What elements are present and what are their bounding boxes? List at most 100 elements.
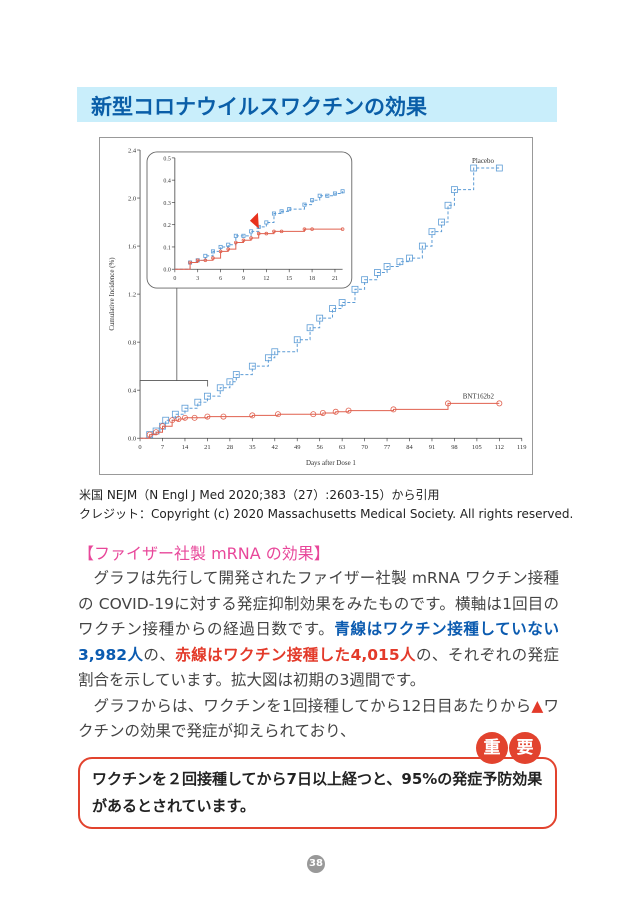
bnt162b2-marker: [345, 407, 352, 414]
placebo-marker: [271, 348, 279, 356]
bnt162b2-marker: [146, 431, 153, 438]
placebo-marker: [383, 263, 391, 270]
bnt162b2-marker: [310, 411, 317, 418]
text: の、それぞれの発症割合を示しています。拡大図は初期の3週間です。: [78, 645, 559, 690]
inset-placebo-marker: [249, 229, 254, 234]
inset-x-tick-label: 9: [242, 276, 245, 282]
text: の、: [143, 645, 176, 664]
y-tick-label: 0.0: [128, 436, 136, 443]
text: グラフは先行して開発されたファイザー社製 mRNA ワクチン接種の COVID-…: [78, 569, 559, 638]
placebo-marker: [444, 201, 452, 209]
legend-bnt162b2: BNT162b2: [463, 392, 495, 400]
bnt162b2-marker: [191, 414, 198, 421]
placebo-marker: [329, 305, 336, 312]
triangle-icon: ▲: [531, 696, 544, 715]
inset-bnt162b2-marker: [340, 227, 345, 231]
inset-placebo-marker: [310, 198, 315, 203]
red-line-text: 赤線はワクチン接種した4,015人: [175, 645, 416, 664]
inset-x-tick-label: 21: [332, 276, 338, 282]
inset-x-tick-label: 12: [263, 276, 269, 282]
inset-placebo-marker: [340, 189, 345, 194]
x-tick-label: 0: [138, 444, 141, 451]
zoom-bracket: [139, 288, 209, 387]
incidence-chart: 0 7 14 21 28 35 42 49 56 63 70 77 84 91 98 105 112 1190.0…: [99, 137, 533, 475]
placebo-marker: [248, 362, 256, 370]
placebo-marker: [338, 299, 346, 306]
inset-bnt162b2-marker: [226, 247, 231, 251]
inset-bnt162b2-line: [174, 228, 343, 270]
inset-x-tick-label: 18: [309, 276, 315, 282]
paragraph-2: グラフからは、ワクチンを1回接種してから12日目あたりから▲ワクチンの効果で発症…: [78, 694, 559, 745]
inset-placebo-marker: [302, 202, 307, 207]
inset-bnt162b2-marker: [264, 231, 269, 236]
placebo-marker: [204, 392, 211, 400]
y-tick-label: 1.2: [128, 292, 136, 299]
inset-x-tick-label: 3: [196, 276, 199, 282]
inset-x-tick-label: 0: [173, 276, 176, 282]
placebo-marker: [470, 164, 478, 172]
bnt162b2-marker: [332, 408, 339, 415]
bnt162b2-marker: [181, 414, 188, 421]
inset-y-tick-label: 0.3: [163, 201, 170, 207]
inset-y-tick-label: 0.2: [163, 223, 170, 229]
page-number: 38: [307, 855, 325, 873]
inset-bnt162b2-marker: [188, 260, 192, 265]
inset-y-tick-label: 0.1: [163, 245, 170, 251]
paragraph-1: グラフは先行して開発されたファイザー社製 mRNA ワクチン接種の COVID-…: [78, 566, 559, 694]
bnt162b2-marker: [220, 413, 227, 420]
y-tick-label: 2.0: [128, 196, 136, 203]
inset-placebo-marker: [226, 242, 231, 247]
inset-bnt162b2-marker: [234, 240, 238, 245]
x-tick-label: 70: [361, 444, 367, 451]
placebo-marker: [374, 269, 381, 276]
inset-placebo-marker: [233, 233, 238, 238]
placebo-marker: [396, 258, 404, 266]
y-tick-label: 0.4: [128, 388, 137, 395]
inset-frame: [146, 151, 353, 289]
inset-placebo-marker: [317, 193, 322, 198]
inset-bnt162b2-marker: [310, 227, 314, 231]
inset-placebo-marker: [287, 207, 292, 212]
placebo-marker: [264, 354, 272, 362]
x-tick-label: 112: [495, 444, 504, 451]
x-tick-label: 56: [316, 444, 323, 451]
important-badge-1: 重: [476, 731, 508, 764]
inset-x-tick-label: 15: [286, 276, 292, 282]
placebo-marker: [306, 324, 314, 332]
y-tick-label: 1.6: [128, 244, 137, 251]
x-tick-label: 49: [294, 444, 300, 451]
inset-bnt162b2-marker: [203, 258, 208, 263]
bnt162b2-marker: [445, 400, 451, 407]
text: グラフからは、ワクチンを1回接種してから12日目あたりから: [93, 696, 532, 715]
placebo-marker: [226, 378, 234, 386]
inset-y-tick-label: 0.4: [163, 179, 170, 185]
y-tick-label: 2.4: [128, 147, 137, 154]
y-axis-label: Cumulative Incidence (%): [108, 257, 116, 330]
placebo-marker: [451, 186, 458, 194]
citation-source: 米国 NEJM（N Engl J Med 2020;383（27）:2603-1…: [79, 488, 440, 502]
bnt162b2-marker: [169, 417, 176, 424]
inset-bnt162b2-marker: [272, 229, 276, 234]
inset-bnt162b2-marker: [302, 227, 307, 231]
placebo-marker: [361, 276, 368, 284]
bnt162b2-marker: [153, 429, 160, 436]
placebo-marker: [351, 285, 359, 293]
x-tick-label: 7: [161, 444, 165, 451]
bnt162b2-marker: [159, 423, 166, 430]
placebo-marker: [216, 384, 224, 392]
inset-x-tick-label: 6: [219, 276, 222, 282]
x-tick-label: 105: [472, 444, 482, 451]
y-tick-label: 0.8: [128, 340, 136, 347]
inset-bnt162b2-marker: [249, 236, 253, 240]
inset-bnt162b2-marker: [241, 238, 246, 243]
placebo-marker: [171, 410, 179, 418]
bnt162b2-marker: [249, 412, 256, 419]
placebo-marker: [316, 314, 324, 322]
section-heading: 【ファイザー社製 mRNA の効果】: [78, 544, 330, 563]
x-tick-label: 77: [384, 444, 391, 451]
x-tick-label: 42: [272, 444, 278, 451]
x-tick-label: 98: [451, 444, 457, 451]
bnt162b2-marker: [204, 413, 211, 420]
title-band: 新型コロナウイルスワクチンの効果: [77, 87, 557, 122]
